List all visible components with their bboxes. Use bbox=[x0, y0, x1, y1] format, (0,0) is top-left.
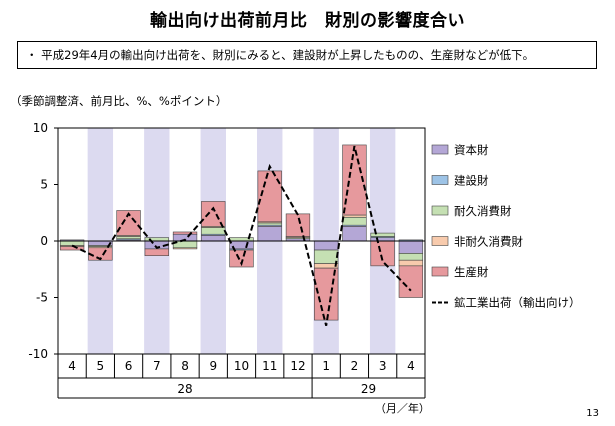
legend-label: 非耐久消費財 bbox=[454, 235, 523, 249]
x-tick-label: 4 bbox=[407, 359, 415, 373]
x-axis-label: （月／年） bbox=[375, 401, 430, 415]
bar-segment bbox=[314, 240, 339, 251]
bar-segment bbox=[116, 236, 141, 240]
bar-segment bbox=[342, 144, 367, 216]
bar-segment bbox=[342, 226, 367, 242]
legend-label: 建設財 bbox=[454, 174, 489, 188]
y-tick-label: 10 bbox=[33, 121, 48, 135]
legend-label: 鉱工業出荷（輸出向け） bbox=[454, 296, 581, 310]
x-tick-label: 11 bbox=[262, 359, 277, 373]
bar-segment bbox=[370, 232, 395, 237]
page-title: 輸出向け出荷前月比 財別の影響度合い bbox=[150, 11, 465, 31]
year-label: 29 bbox=[361, 382, 376, 396]
unit-note: （季節調整済、前月比、%、%ポイント） bbox=[10, 94, 228, 108]
y-tick-label: -10 bbox=[28, 347, 48, 361]
x-tick-label: 3 bbox=[379, 359, 387, 373]
bar-segment bbox=[398, 240, 424, 254]
bar-segment bbox=[144, 248, 169, 256]
bar-segment bbox=[59, 240, 85, 246]
bar-segment bbox=[370, 240, 395, 267]
summary-box: ・ 平成29年4月の輸出向け出荷を、財別にみると、建設財が上昇したものの、生産財… bbox=[17, 41, 597, 69]
bar-segment bbox=[314, 249, 339, 264]
y-tick-label: 0 bbox=[40, 234, 48, 248]
x-tick-label: 10 bbox=[234, 359, 249, 373]
y-tick-label: 5 bbox=[40, 178, 48, 192]
legend-label: 耐久消費財 bbox=[454, 204, 512, 218]
bar-segment bbox=[172, 231, 198, 235]
bar-segment bbox=[201, 201, 226, 227]
x-tick-label: 7 bbox=[153, 359, 161, 373]
bar-segment bbox=[144, 237, 169, 242]
legend-swatch bbox=[431, 205, 449, 216]
x-tick-label: 2 bbox=[351, 359, 359, 373]
y-tick-label: -5 bbox=[36, 291, 48, 305]
bar-segment bbox=[398, 265, 424, 298]
bar-segment bbox=[342, 214, 367, 218]
bar-segment bbox=[398, 253, 424, 261]
x-tick-label: 9 bbox=[209, 359, 217, 373]
line-series bbox=[71, 145, 412, 326]
bar-segment bbox=[370, 237, 395, 242]
bar-segment bbox=[257, 226, 282, 242]
legend-swatch bbox=[431, 266, 449, 277]
bar-segment bbox=[257, 222, 282, 226]
legend-swatch bbox=[431, 144, 449, 155]
bar-segment bbox=[172, 247, 198, 250]
x-tick-label: 8 bbox=[181, 359, 189, 373]
bar-segment bbox=[201, 227, 226, 235]
bar-segment bbox=[314, 263, 339, 269]
bar-segment bbox=[257, 170, 282, 223]
legend-swatch bbox=[431, 175, 449, 185]
page-number: 13 bbox=[586, 408, 599, 419]
bar-segment bbox=[116, 210, 141, 236]
legend-label: 生産財 bbox=[454, 265, 489, 279]
bar-segment bbox=[342, 216, 367, 226]
x-tick-label: 6 bbox=[125, 359, 133, 373]
x-tick-label: 4 bbox=[68, 359, 76, 373]
x-tick-label: 1 bbox=[322, 359, 330, 373]
bar-segment bbox=[229, 249, 254, 268]
bar-segment bbox=[314, 267, 339, 321]
year-label: 28 bbox=[177, 382, 192, 396]
bar-segment bbox=[59, 246, 85, 251]
legend-swatch bbox=[431, 236, 449, 246]
bar-segment bbox=[285, 213, 311, 237]
legend-label: 資本財 bbox=[454, 143, 489, 157]
bar-segment bbox=[201, 235, 226, 242]
x-tick-label: 5 bbox=[97, 359, 105, 373]
x-tick-label: 12 bbox=[290, 359, 305, 373]
bar-segment bbox=[398, 259, 424, 267]
